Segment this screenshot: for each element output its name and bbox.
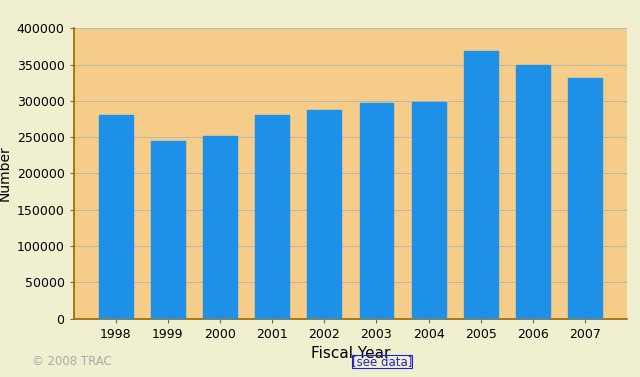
Bar: [151, 141, 185, 319]
Text: [see data]: [see data]: [352, 355, 412, 368]
Bar: [203, 136, 237, 319]
Bar: [99, 115, 132, 319]
X-axis label: Fiscal Year: Fiscal Year: [310, 346, 390, 361]
Bar: [360, 103, 394, 319]
Text: © 2008 TRAC: © 2008 TRAC: [32, 355, 112, 368]
Y-axis label: Number: Number: [0, 146, 11, 201]
Bar: [568, 78, 602, 319]
Bar: [412, 101, 445, 319]
Bar: [464, 52, 498, 319]
Bar: [307, 110, 341, 319]
Bar: [516, 64, 550, 319]
Bar: [255, 115, 289, 319]
